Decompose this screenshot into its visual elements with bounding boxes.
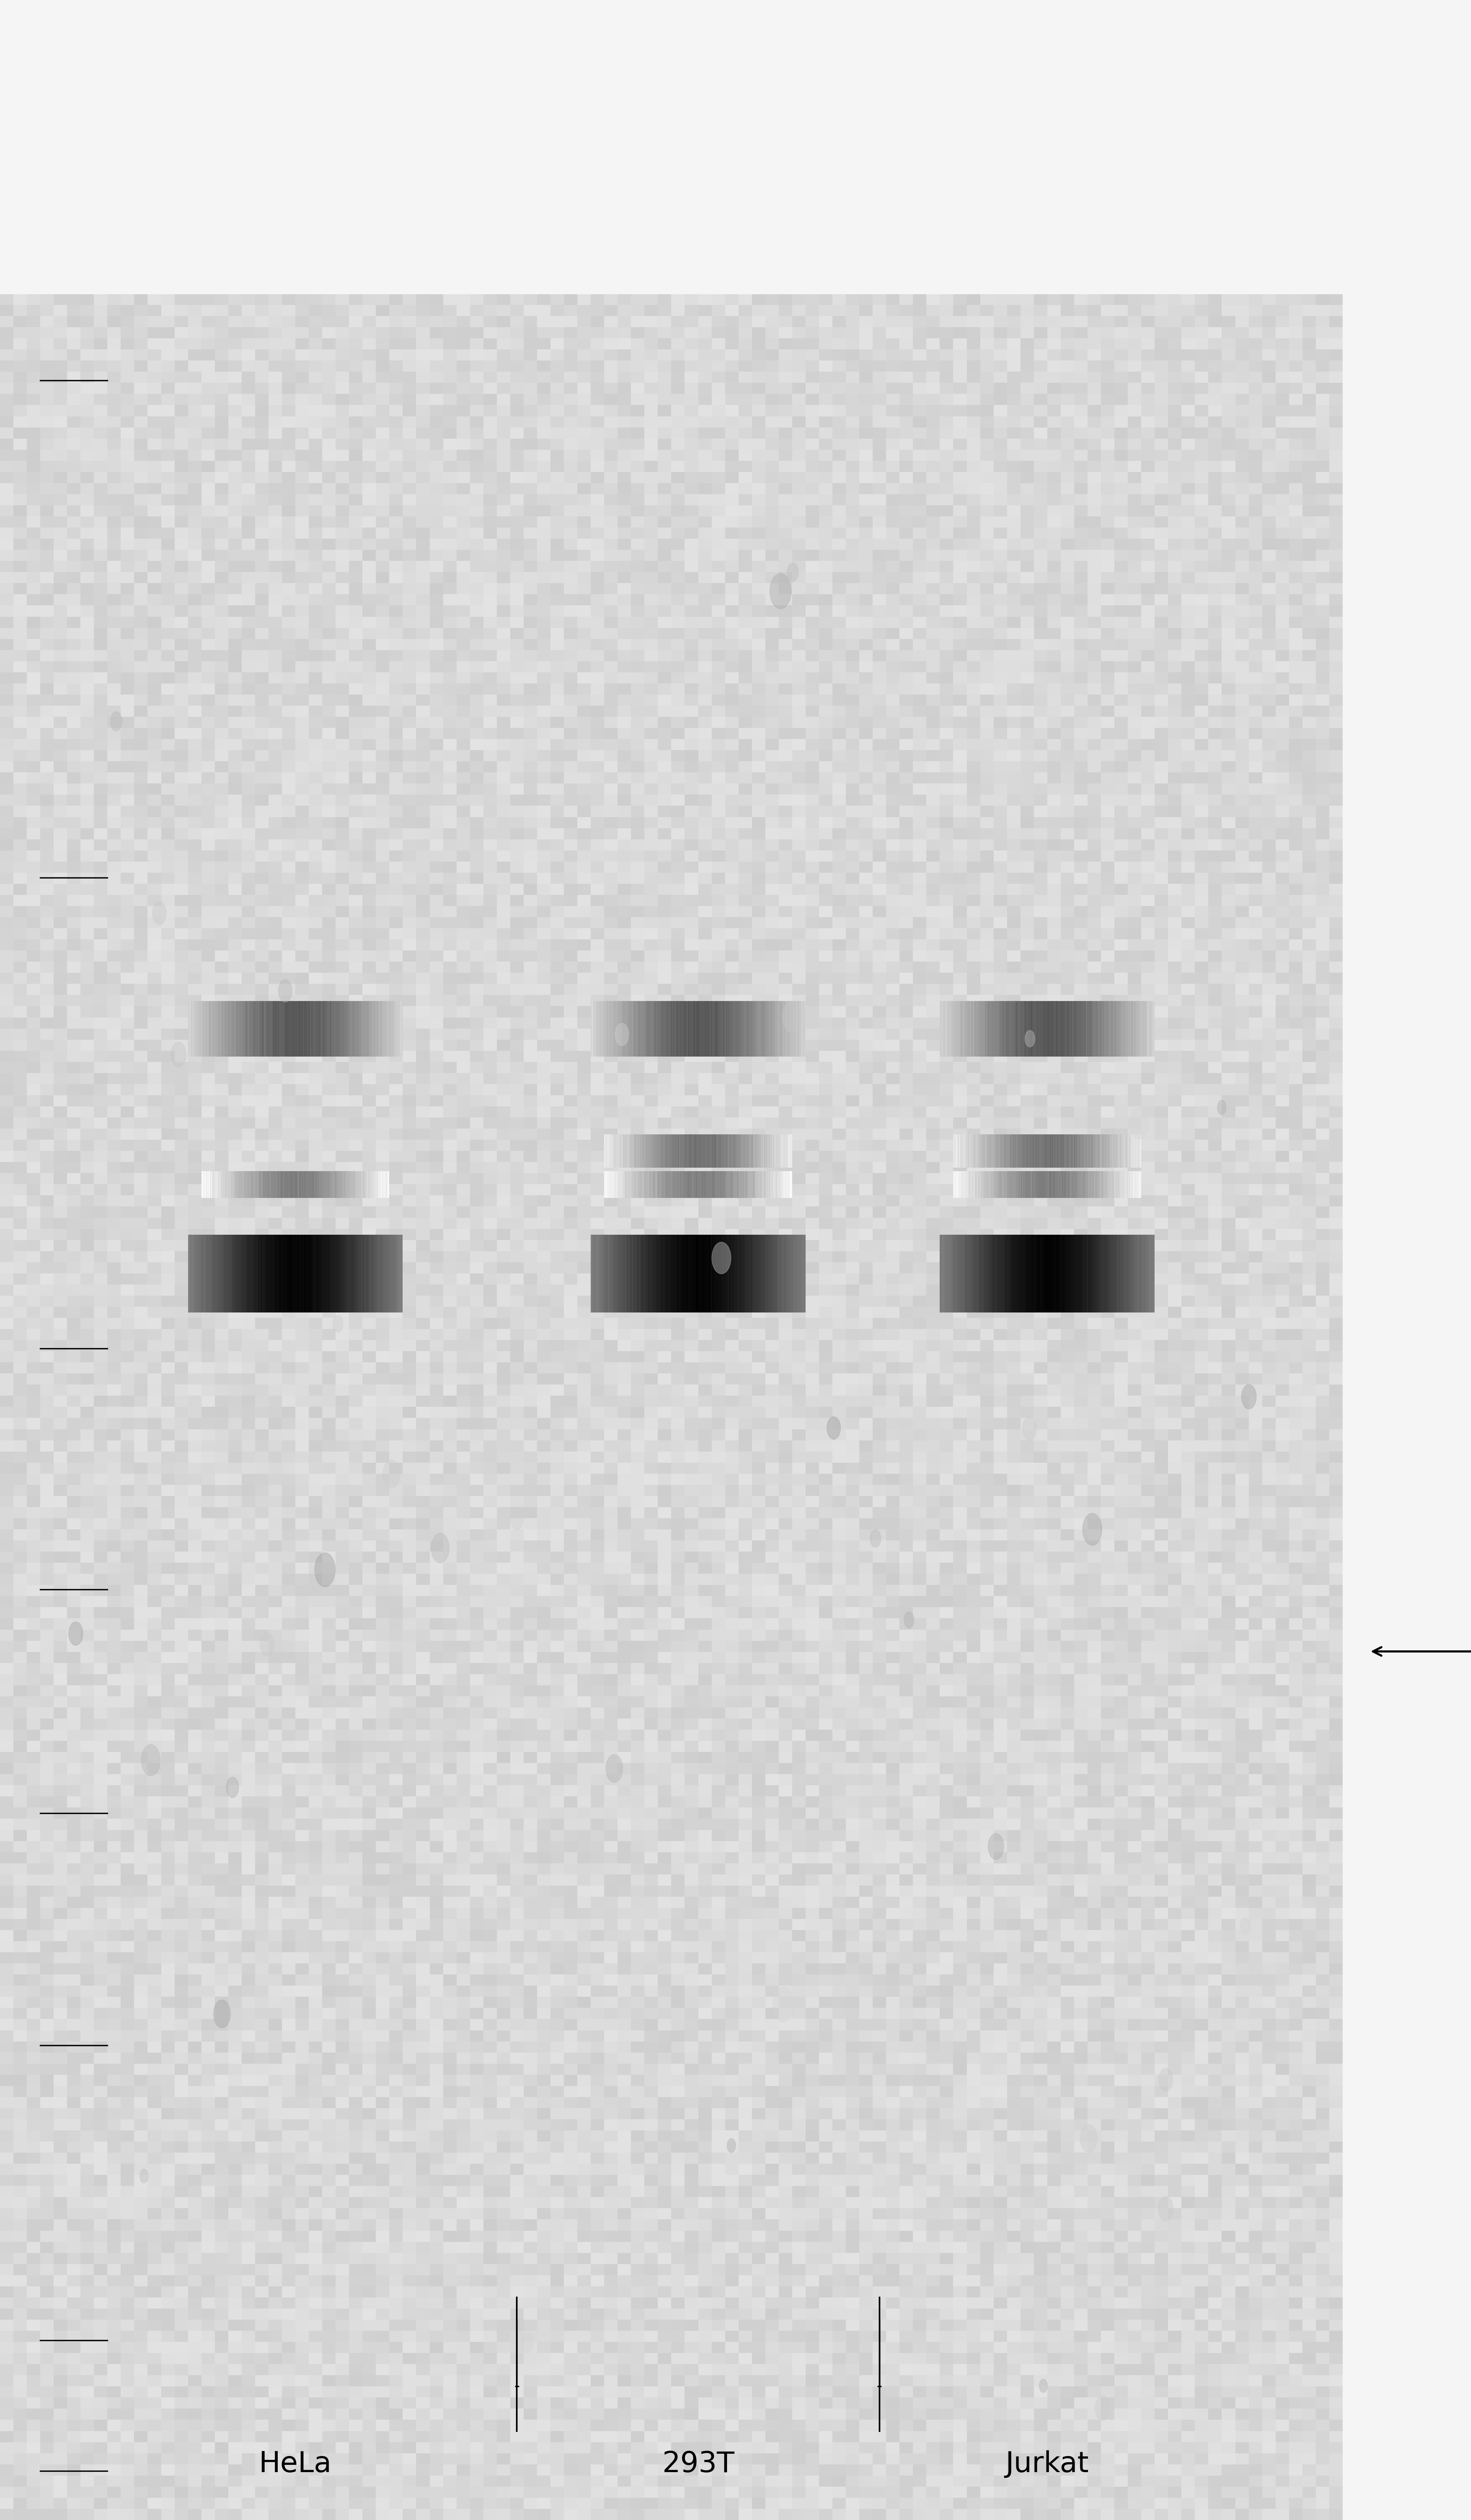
Text: HeLa: HeLa xyxy=(259,2449,332,2477)
Text: Jurkat: Jurkat xyxy=(1006,2449,1089,2477)
Circle shape xyxy=(278,980,293,1003)
Circle shape xyxy=(827,1416,840,1439)
Circle shape xyxy=(260,1633,274,1656)
Text: 293T: 293T xyxy=(662,2449,734,2477)
Circle shape xyxy=(522,2334,534,2354)
Circle shape xyxy=(1242,1383,1256,1409)
Circle shape xyxy=(153,902,166,925)
Circle shape xyxy=(606,1754,622,1782)
Circle shape xyxy=(431,1532,449,1562)
Circle shape xyxy=(1083,1515,1102,1545)
Circle shape xyxy=(712,1242,731,1275)
Circle shape xyxy=(140,2170,149,2182)
Circle shape xyxy=(110,711,122,731)
Circle shape xyxy=(1039,2379,1047,2391)
Circle shape xyxy=(615,1023,628,1046)
Circle shape xyxy=(315,1552,335,1588)
Circle shape xyxy=(1094,2397,1111,2422)
Circle shape xyxy=(772,1988,794,2021)
Circle shape xyxy=(1025,1031,1036,1046)
Circle shape xyxy=(227,1777,238,1797)
Circle shape xyxy=(332,1315,343,1333)
Circle shape xyxy=(141,1744,160,1777)
Circle shape xyxy=(69,1623,82,1646)
Circle shape xyxy=(783,1000,802,1033)
Circle shape xyxy=(171,1041,187,1066)
Circle shape xyxy=(769,575,791,610)
Circle shape xyxy=(1159,2069,1172,2092)
Circle shape xyxy=(1080,2124,1097,2152)
Circle shape xyxy=(989,1835,1003,1860)
Circle shape xyxy=(871,1530,881,1547)
Circle shape xyxy=(905,1613,913,1628)
Circle shape xyxy=(1240,1918,1250,1935)
Circle shape xyxy=(382,1459,400,1489)
Circle shape xyxy=(727,2139,736,2152)
Circle shape xyxy=(1130,1109,1149,1139)
Circle shape xyxy=(510,1509,524,1530)
Circle shape xyxy=(213,2001,231,2029)
Circle shape xyxy=(1022,1416,1037,1441)
Circle shape xyxy=(1158,2197,1174,2220)
Circle shape xyxy=(787,562,799,582)
Circle shape xyxy=(1218,1101,1225,1114)
